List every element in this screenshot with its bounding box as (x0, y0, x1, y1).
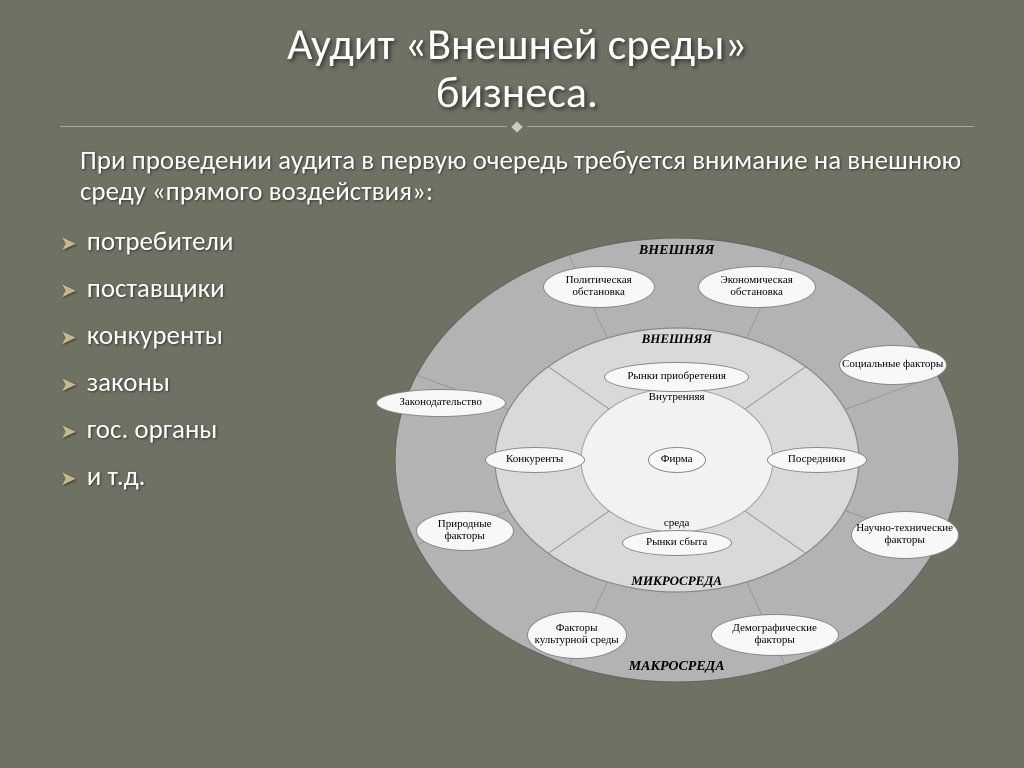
chevron-right-icon: ➤ (60, 419, 77, 444)
outer-node-5: Факторы культурной среды (527, 611, 627, 659)
center-node-firma: Фирма (648, 447, 706, 473)
ring-inner-label-bottom: среда (577, 518, 777, 530)
ring-middle-label-top: ВНЕШНЯЯ (577, 332, 777, 346)
bullet-label: гос. органы (87, 413, 218, 446)
outer-node-3: Научно-технические факторы (851, 511, 959, 559)
outer-node-4: Демографические факторы (711, 614, 839, 656)
list-item: ➤ и т.д. (60, 460, 369, 493)
bullet-label: поставщики (87, 272, 225, 305)
list-item: ➤ потребители (60, 225, 369, 258)
chevron-right-icon: ➤ (60, 466, 77, 491)
ring-outer-label-top: ВНЕШНЯЯ (577, 244, 777, 259)
bullet-label: законы (87, 366, 170, 399)
chevron-right-icon: ➤ (60, 231, 77, 256)
bullet-label: конкуренты (87, 319, 223, 352)
mid-node-1: Посредники (767, 447, 867, 473)
environment-diagram: ВНЕШНЯЯ МАКРОСРЕДА ВНЕШНЯЯ МИКРОСРЕДА Внутре… (377, 225, 974, 705)
title-line-2: бизнеса. (436, 65, 598, 119)
mid-node-2: Рынки сбыта (622, 530, 732, 556)
chevron-right-icon: ➤ (60, 278, 77, 303)
ring-middle-label-bottom: МИКРОСРЕДА (577, 574, 777, 588)
mid-node-3: Конкуренты (485, 447, 585, 473)
ring-inner-label-top: Внутренняя (577, 392, 777, 404)
chevron-right-icon: ➤ (60, 372, 77, 397)
slide: Аудит «Внешней среды» бизнеса. При прове… (0, 0, 1024, 768)
list-item: ➤ поставщики (60, 272, 369, 305)
list-item: ➤ гос. органы (60, 413, 369, 446)
underline-left (60, 126, 507, 127)
outer-node-6: Природные факторы (416, 511, 514, 551)
body-paragraph: При проведении аудита в первую очередь т… (60, 145, 974, 207)
outer-node-7: Законодательство (376, 389, 506, 417)
ring-outer-label-bottom: МАКРОСРЕДА (577, 660, 777, 675)
list-item: ➤ законы (60, 366, 369, 399)
page-title: Аудит «Внешней среды» бизнеса. (60, 20, 974, 117)
bullet-list: ➤ потребители ➤ поставщики ➤ конкуренты ➤ за… (60, 225, 369, 507)
title-underline (60, 123, 974, 131)
outer-node-0: Политическая обстановка (543, 266, 655, 308)
list-item: ➤ конкуренты (60, 319, 369, 352)
bullet-label: и т.д. (87, 460, 146, 493)
mid-node-0: Рынки приобретения (604, 362, 749, 392)
title-line-1: Аудит «Внешней среды» (287, 17, 747, 71)
outer-node-1: Экономическая обстановка (698, 266, 816, 308)
outer-node-2: Социальные факторы (839, 345, 947, 385)
underline-right (527, 126, 974, 127)
bullet-label: потребители (87, 225, 234, 258)
content-row: ➤ потребители ➤ поставщики ➤ конкуренты ➤ за… (60, 225, 974, 705)
chevron-right-icon: ➤ (60, 325, 77, 350)
underline-diamond (511, 121, 522, 132)
